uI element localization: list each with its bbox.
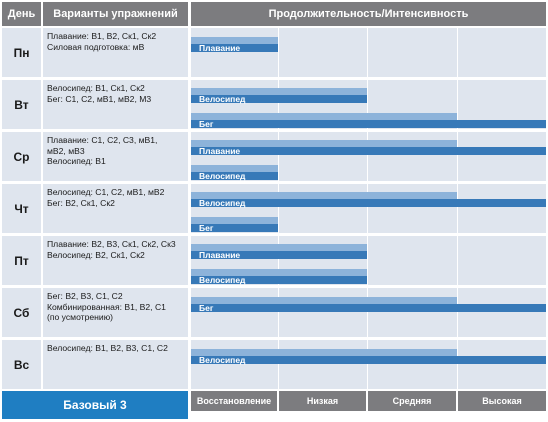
intensity-bar: Велосипед xyxy=(191,192,546,207)
column-divider xyxy=(367,184,368,233)
intensity-bar: Велосипед xyxy=(191,88,546,103)
intensity-bar-light xyxy=(191,217,278,224)
column-divider xyxy=(278,28,279,77)
column-divider xyxy=(367,288,368,337)
column-divider xyxy=(367,28,368,77)
column-divider xyxy=(278,80,279,129)
column-divider xyxy=(278,132,279,181)
exercise-cell-sun: Велосипед: В1, В2, В3, С1, С2 xyxy=(43,340,188,389)
intensity-bar-light xyxy=(191,88,367,95)
intensity-bar: Велосипед xyxy=(191,349,546,364)
exercise-line: Велосипед: В2, Ск1, Ск2 xyxy=(47,249,145,260)
intensity-grid-fri: Плавание Велосипед xyxy=(191,236,546,285)
exercise-cell-thu: Велосипед: С1, С2, мВ1, мВ2 Бег: В2, Ск1,… xyxy=(43,184,188,233)
intensity-grid-mon: Плавание xyxy=(191,28,546,77)
intensity-bar: Бег xyxy=(191,217,546,232)
intensity-bar: Бег xyxy=(191,297,546,312)
intensity-bar-light xyxy=(191,244,367,251)
intensity-bar-label: Велосипед xyxy=(191,95,367,103)
intensity-bar-label: Велосипед xyxy=(191,276,367,284)
column-divider xyxy=(457,288,458,337)
plan-title: Базовый 3 xyxy=(2,391,188,419)
day-cell-mon: Пн xyxy=(2,28,41,77)
intensity-grid-thu: Велосипед Бег xyxy=(191,184,546,233)
exercise-line: Бег: В2, Ск1, Ск2 xyxy=(47,197,115,208)
exercise-cell-mon: Плавание: В1, В2, Ск1, Ск2 Силовая подгот… xyxy=(43,28,188,77)
intensity-bar-label: Велосипед xyxy=(191,199,546,207)
intensity-bar: Велосипед xyxy=(191,269,546,284)
intensity-bar-light xyxy=(191,37,278,44)
intensity-bar: Бег xyxy=(191,113,546,128)
intensity-label-high: Высокая xyxy=(458,391,546,411)
intensity-bar-light xyxy=(191,192,457,199)
exercise-line: Велосипед: В1 xyxy=(47,156,106,166)
column-divider xyxy=(457,340,458,389)
exercise-line: Силовая подготовка: мВ xyxy=(47,41,145,52)
column-divider xyxy=(367,80,368,129)
exercise-line: Велосипед: В1, Ск1, Ск2 xyxy=(47,83,145,93)
intensity-bar-light xyxy=(191,269,367,276)
column-divider xyxy=(457,28,458,77)
column-divider xyxy=(457,132,458,181)
intensity-label-recovery: Восстановление xyxy=(191,391,277,411)
intensity-bar-light xyxy=(191,113,457,120)
column-divider xyxy=(367,132,368,181)
intensity-bar-label: Плавание xyxy=(191,147,546,155)
intensity-grid-sat: Бег xyxy=(191,288,546,337)
intensity-bar: Плавание xyxy=(191,37,546,52)
intensity-grid-wed: Плавание Велосипед xyxy=(191,132,546,181)
intensity-label-low: Низкая xyxy=(279,391,366,411)
intensity-bar-label: Велосипед xyxy=(191,356,546,364)
intensity-bar-label: Бег xyxy=(191,224,278,232)
intensity-label-medium: Средняя xyxy=(368,391,456,411)
intensity-bar-light xyxy=(191,349,457,356)
exercise-line: Плавание: С1, С2, С3, мВ1, xyxy=(47,135,158,145)
exercise-line: (по усмотрению) xyxy=(47,312,114,322)
header-day: День xyxy=(2,2,41,26)
exercise-line: Велосипед: С1, С2, мВ1, мВ2 xyxy=(47,187,165,197)
intensity-bar: Плавание xyxy=(191,140,546,155)
intensity-bar-label: Бег xyxy=(191,120,546,128)
column-divider xyxy=(278,236,279,285)
intensity-grid-sun: Велосипед xyxy=(191,340,546,389)
intensity-bar-label: Плавание xyxy=(191,44,278,52)
intensity-bar: Плавание xyxy=(191,244,546,259)
day-cell-sun: Вс xyxy=(2,340,41,389)
intensity-bar-light xyxy=(191,140,457,147)
exercise-line: Плавание: В1, В2, Ск1, Ск2 xyxy=(47,31,157,41)
exercise-line: Бег: С1, С2, мВ1, мВ2, М3 xyxy=(47,93,152,104)
intensity-bar-light xyxy=(191,165,278,172)
column-divider xyxy=(367,340,368,389)
day-cell-thu: Чт xyxy=(2,184,41,233)
day-cell-sat: Сб xyxy=(2,288,41,337)
column-divider xyxy=(278,184,279,233)
exercise-cell-tue: Велосипед: В1, Ск1, Ск2 Бег: С1, С2, мВ1,… xyxy=(43,80,188,129)
day-cell-fri: Пт xyxy=(2,236,41,285)
day-cell-wed: Ср xyxy=(2,132,41,181)
intensity-bar-label: Бег xyxy=(191,304,546,312)
intensity-grid-tue: Велосипед Бег xyxy=(191,80,546,129)
intensity-bar-label: Велосипед xyxy=(191,172,278,180)
column-divider xyxy=(367,236,368,285)
column-divider xyxy=(457,184,458,233)
exercise-line: Плавание: В2, В3, Ск1, Ск2, Ск3 xyxy=(47,239,176,249)
header-duration-intensity: Продолжительность/Интенсивность xyxy=(191,2,546,26)
exercise-line: мВ2, мВ3 xyxy=(47,145,85,156)
exercise-cell-fri: Плавание: В2, В3, Ск1, Ск2, Ск3 Велосипед… xyxy=(43,236,188,285)
day-cell-tue: Вт xyxy=(2,80,41,129)
exercise-line: Велосипед: В1, В2, В3, С1, С2 xyxy=(47,343,168,353)
column-divider xyxy=(278,288,279,337)
exercise-cell-sat: Бег: В2, В3, С1, С2 Комбинированная: В1, … xyxy=(43,288,188,337)
exercise-line: Бег: В2, В3, С1, С2 xyxy=(47,291,123,301)
intensity-bar: Велосипед xyxy=(191,165,546,180)
exercise-cell-wed: Плавание: С1, С2, С3, мВ1, мВ2, мВ3 Велоси… xyxy=(43,132,188,181)
exercise-line: Комбинированная: В1, В2, С1 xyxy=(47,301,166,312)
column-divider xyxy=(278,340,279,389)
column-divider xyxy=(457,80,458,129)
intensity-bar-light xyxy=(191,297,457,304)
header-exercises: Варианты упражнений xyxy=(43,2,188,26)
intensity-bar-label: Плавание xyxy=(191,251,367,259)
column-divider xyxy=(457,236,458,285)
